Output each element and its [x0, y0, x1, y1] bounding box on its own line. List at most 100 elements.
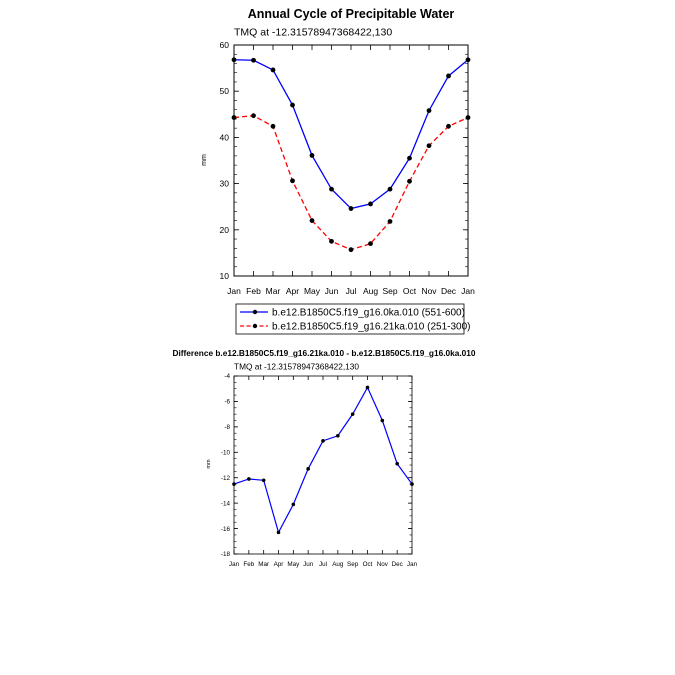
data-point [251, 113, 256, 119]
x-tick-label: Aug [363, 286, 378, 296]
x-tick-label: Sep [382, 286, 397, 296]
x-tick-label: Nov [377, 561, 389, 568]
x-tick-label: Apr [286, 286, 299, 296]
data-point [365, 385, 370, 390]
x-tick-label: Jan [227, 286, 241, 296]
data-point [368, 201, 373, 207]
data-point [387, 219, 393, 224]
data-point [395, 461, 399, 466]
data-point [291, 502, 296, 507]
legend-marker-21ka [252, 323, 258, 329]
x-tick-label: Jan [461, 286, 475, 296]
difference-y-tick-labels: -18 -16 -14 -12 -10 -8 -6 -4 [221, 373, 231, 558]
series-group [231, 57, 471, 253]
data-point [350, 412, 355, 416]
x-tick-label: Oct [403, 286, 417, 296]
difference-title: Difference b.e12.B1850C5.f19_g16.21ka.01… [172, 348, 475, 358]
annual-cycle-chart: Annual Cycle of Precipitable Water TMQ a… [201, 7, 475, 335]
y-tick-label: 10 [220, 271, 230, 281]
data-point [407, 155, 412, 161]
data-point [290, 102, 295, 108]
chart-title: Annual Cycle of Precipitable Water [248, 7, 455, 21]
x-tick-label: Dec [441, 286, 457, 296]
data-point [329, 186, 334, 192]
x-tick-label: Feb [243, 561, 254, 568]
x-tick-label: Mar [258, 561, 269, 568]
y-tick-label: -18 [221, 551, 231, 558]
y-tick-label: 60 [220, 40, 230, 50]
y-tick-label: 20 [220, 225, 230, 235]
difference-y-axis-label: mm [206, 459, 212, 469]
difference-x-tick-labels: Jan Feb Mar Apr May Jun Jul Aug Sep Oct Nov Dec Jan [229, 561, 418, 568]
data-point [348, 206, 354, 211]
x-tick-label: Nov [421, 286, 437, 296]
data-point [329, 238, 334, 244]
data-point [426, 143, 432, 149]
x-tick-label: Apr [274, 561, 284, 568]
plot-frame [233, 44, 469, 277]
data-point [261, 478, 266, 483]
y-tick-label: 30 [220, 179, 230, 189]
x-tick-label: May [287, 561, 300, 568]
x-tick-label: Sep [347, 561, 359, 568]
x-tick-label: Dec [392, 561, 403, 568]
x-tick-label: Jun [325, 286, 339, 296]
data-point [446, 73, 451, 79]
series-line-1 [233, 59, 469, 210]
data-point [306, 467, 310, 471]
y-tick-label: -6 [224, 399, 230, 406]
legend-label-0ka: b.e12.B1850C5.f19_g16.0ka.010 (551-600) [272, 308, 465, 319]
y-tick-label: 50 [220, 86, 230, 96]
y-tick-labels: 10 20 30 40 50 60 [220, 40, 230, 281]
chart-subtitle: TMQ at -12.31578947368422,130 [234, 27, 392, 39]
x-tick-labels: Jan Feb Mar Apr May Jun Jul Aug Sep Oct Nov Dec Jan [227, 286, 475, 296]
x-tick-label: Feb [246, 286, 261, 296]
difference-tick-marks [233, 375, 413, 555]
difference-chart: Difference b.e12.B1850C5.f19_g16.21ka.01… [172, 348, 475, 568]
data-point [290, 178, 295, 184]
series-line-2 [233, 115, 469, 251]
legend-label-21ka: b.e12.B1850C5.f19_g16.21ka.010 (251-300) [272, 322, 471, 333]
data-point [380, 418, 385, 423]
x-tick-label: Jan [229, 561, 240, 568]
y-tick-label: -4 [224, 373, 230, 380]
data-point [247, 477, 251, 481]
data-point [348, 247, 354, 253]
tick-marks [233, 44, 469, 277]
x-tick-label: Oct [363, 561, 373, 568]
data-point [251, 57, 256, 63]
legend-box [235, 303, 465, 335]
difference-series-group [232, 385, 414, 535]
difference-plot-frame [233, 375, 413, 555]
x-tick-label: Aug [332, 561, 344, 568]
x-tick-label: Jun [303, 561, 314, 568]
x-tick-label: Jul [346, 286, 357, 296]
data-point [446, 123, 451, 129]
y-tick-label: -14 [221, 500, 231, 507]
y-axis-label: mm [201, 154, 208, 166]
data-point [276, 530, 281, 535]
data-point [270, 123, 276, 129]
data-point [426, 108, 432, 114]
x-tick-label: May [304, 286, 321, 296]
legend: b.e12.B1850C5.f19_g16.0ka.010 (551-600) … [235, 303, 471, 335]
legend-marker-0ka [252, 309, 258, 315]
data-point [407, 178, 412, 184]
y-tick-label: -12 [221, 475, 231, 482]
data-point [387, 186, 393, 192]
y-tick-label: -10 [221, 449, 231, 456]
data-point [336, 433, 340, 438]
x-tick-label: Jan [407, 561, 418, 568]
y-tick-label: -16 [221, 526, 231, 533]
data-point [309, 153, 315, 158]
series-line-1 [233, 386, 413, 534]
difference-subtitle: TMQ at -12.31578947368422,130 [234, 362, 359, 372]
y-tick-label: 40 [220, 132, 230, 142]
x-tick-label: Jul [319, 561, 327, 568]
data-point [270, 67, 276, 73]
data-point [368, 241, 373, 247]
data-point [321, 439, 325, 443]
x-tick-label: Mar [266, 286, 281, 296]
